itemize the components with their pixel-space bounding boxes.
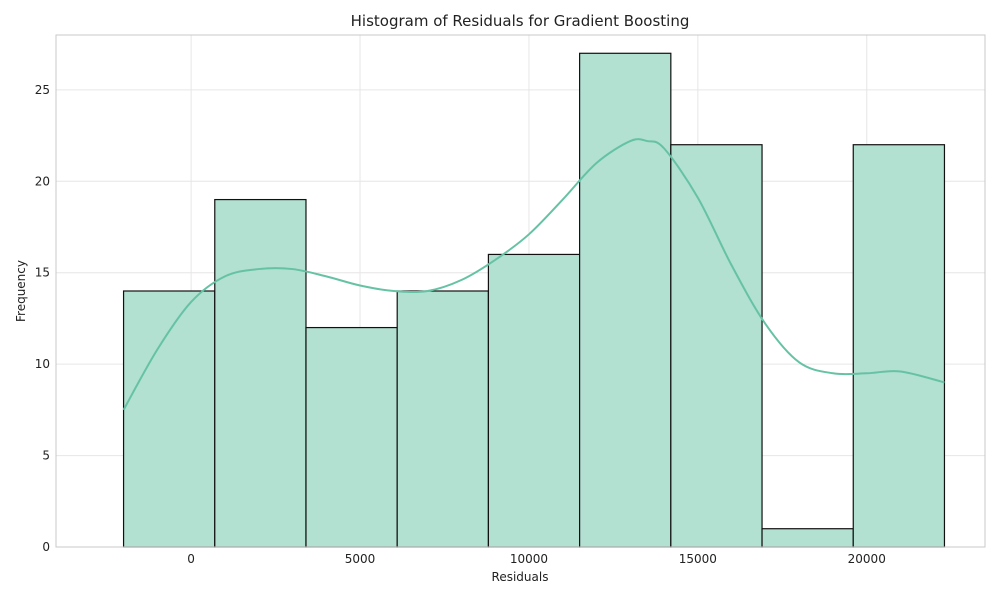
y-tick-label: 10 <box>35 357 50 371</box>
y-tick-label: 20 <box>35 174 50 188</box>
chart-title: Histogram of Residuals for Gradient Boos… <box>351 12 690 30</box>
y-axis-label: Frequency <box>14 260 28 322</box>
y-axis-ticks: 0 5 10 15 20 25 <box>35 83 50 554</box>
histogram-bar-1 <box>214 198 307 548</box>
x-axis-ticks: 0 5000 10000 15000 20000 <box>187 552 886 566</box>
histogram-bar-8 <box>852 144 946 548</box>
y-tick-label: 0 <box>42 540 50 554</box>
x-tick-label: 15000 <box>679 552 717 566</box>
x-tick-label: 0 <box>187 552 195 566</box>
x-tick-label: 20000 <box>848 552 886 566</box>
histogram-bar-4 <box>487 253 581 548</box>
kde-curve <box>122 138 945 411</box>
x-tick-label: 10000 <box>510 552 548 566</box>
histogram-bar-3 <box>396 290 490 548</box>
histogram-bars <box>122 52 946 548</box>
y-tick-label: 15 <box>35 266 50 280</box>
plot-frame <box>55 34 986 548</box>
kde-curve-group <box>122 138 945 411</box>
histogram-bar-2 <box>305 326 398 548</box>
histogram-bar-6 <box>670 144 763 548</box>
x-axis-label: Residuals <box>492 570 549 584</box>
y-tick-label: 25 <box>35 83 50 97</box>
histogram-bar-0 <box>122 290 216 548</box>
y-tick-label: 5 <box>42 449 50 463</box>
histogram-bar-7 <box>761 528 854 548</box>
x-tick-label: 5000 <box>345 552 376 566</box>
histogram-bar-5 <box>579 52 672 548</box>
